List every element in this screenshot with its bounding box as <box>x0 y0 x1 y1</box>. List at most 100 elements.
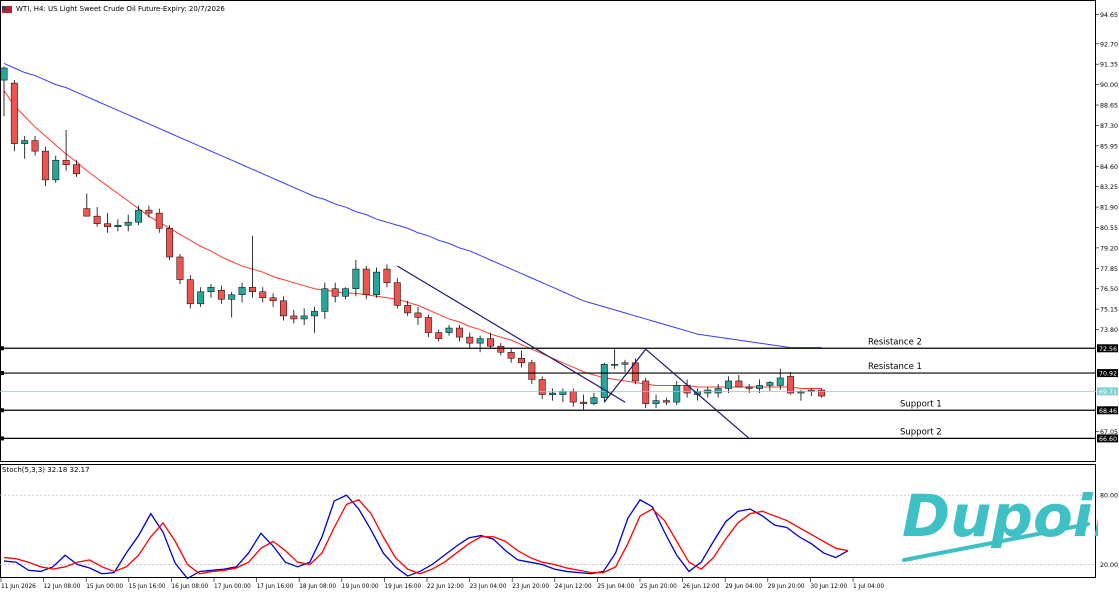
trendline <box>603 348 647 403</box>
candle <box>611 349 619 369</box>
candle <box>424 314 432 338</box>
y-tick-label: 77.85 <box>1100 266 1118 273</box>
candle-body <box>186 279 194 305</box>
x-tick-label: 19 Jun 16:00 <box>384 584 421 590</box>
candle-body <box>569 391 577 403</box>
candle-body <box>352 268 360 289</box>
candle-body <box>155 212 163 229</box>
level-price-box <box>1097 434 1118 443</box>
candle <box>756 379 763 394</box>
candle <box>93 207 101 227</box>
candle-body <box>93 215 101 224</box>
candle <box>725 376 732 394</box>
y-tick-label: 94.65 <box>1100 12 1118 19</box>
candle <box>393 278 401 309</box>
y-tick-label: 90.00 <box>1100 82 1118 89</box>
candle-body <box>414 312 422 318</box>
candle-body <box>497 345 505 353</box>
candle <box>52 155 60 183</box>
candle <box>31 136 39 156</box>
x-tick-label: 30 Jun 12:00 <box>810 584 847 590</box>
candle-body <box>766 382 774 386</box>
candle-body <box>466 336 474 344</box>
candle <box>166 225 174 260</box>
y-tick-label: 73.80 <box>1100 327 1118 334</box>
candle-body <box>487 338 494 347</box>
y-tick-label: 67.05 <box>1100 429 1118 436</box>
candle-body <box>714 388 722 394</box>
candle-body <box>176 256 184 280</box>
candle <box>217 285 225 304</box>
level-price-label: 66.60 <box>1099 436 1117 443</box>
candle-body <box>662 400 670 403</box>
trendline <box>396 265 626 403</box>
candle <box>342 287 350 300</box>
candle-body <box>393 282 401 306</box>
candle-body <box>41 150 49 181</box>
candle-body <box>476 338 484 344</box>
level-anchor <box>0 346 4 351</box>
candle-body <box>300 315 308 320</box>
y-tick-label: 79.20 <box>1100 245 1118 252</box>
candle <box>104 213 111 233</box>
candle-body <box>404 305 412 314</box>
chart-title: WTI, H4: US Light Sweet Crude Oil Future… <box>16 5 225 13</box>
candle <box>445 325 453 336</box>
candle-body <box>735 380 743 388</box>
stoch-lines <box>0 494 1096 580</box>
candle <box>300 308 308 326</box>
candle <box>114 219 122 232</box>
candle <box>590 393 598 406</box>
candle <box>642 377 650 409</box>
candle <box>145 205 153 218</box>
candle-body <box>362 268 370 296</box>
y-tick-label: 83.25 <box>1100 184 1118 191</box>
candle-body <box>331 288 339 297</box>
trendlines <box>396 265 750 439</box>
x-tick-label: 25 Jun 20:00 <box>640 584 677 590</box>
x-tick-label: 16 Jun 08:00 <box>171 584 208 590</box>
x-tick-label: 17 Jun 00:00 <box>214 584 251 590</box>
y-tick-label: 80.55 <box>1100 225 1118 232</box>
candle <box>290 309 298 324</box>
candle-body <box>818 389 826 397</box>
candle <box>248 235 256 298</box>
logo-swoosh <box>902 522 1090 562</box>
level-label: Resistance 1 <box>868 362 922 372</box>
candle <box>621 359 629 372</box>
price-axis[interactable]: 94.65 92.70 91.35 90.00 88.65 87.30 85.95 84.60… <box>1095 12 1118 569</box>
time-axis[interactable]: 11 Jun 2026 12 Jun 08:00 15 Jun 00:00 15 Ju… <box>0 578 884 590</box>
candle <box>662 397 670 406</box>
candle-body <box>455 327 463 338</box>
candle <box>455 325 463 342</box>
ma-slow-line <box>3 62 822 349</box>
candle-body <box>507 351 515 359</box>
candle-body <box>373 271 381 296</box>
candle <box>652 394 660 409</box>
candle-body <box>621 362 629 365</box>
candle-body <box>280 300 287 317</box>
candle-body <box>207 286 215 292</box>
candle <box>714 383 722 398</box>
dupoin-logo: Dupoin <box>902 482 1098 562</box>
candle <box>487 332 494 350</box>
y-tick-label: 85.95 <box>1100 143 1118 150</box>
candle-body <box>248 286 256 292</box>
candles <box>0 66 826 410</box>
candle-body <box>745 386 753 389</box>
candle <box>404 300 412 316</box>
candle <box>41 146 49 186</box>
trendline <box>645 348 750 439</box>
y-tick-label: 81.90 <box>1100 205 1118 212</box>
candle-body <box>424 317 432 333</box>
y-tick-label: 87.30 <box>1100 123 1118 130</box>
candle <box>83 193 91 217</box>
x-tick-label: 11 Jun 2026 <box>1 584 36 590</box>
candle-body <box>518 358 525 364</box>
current-price-label: 69.71 <box>1099 389 1117 396</box>
stoch-main-line <box>3 494 849 580</box>
chart-header: WTI, H4: US Light Sweet Crude Oil Future… <box>2 2 225 16</box>
candle <box>414 306 422 326</box>
candle <box>549 388 556 401</box>
x-tick-label: 18 Jun 08:00 <box>299 584 336 590</box>
